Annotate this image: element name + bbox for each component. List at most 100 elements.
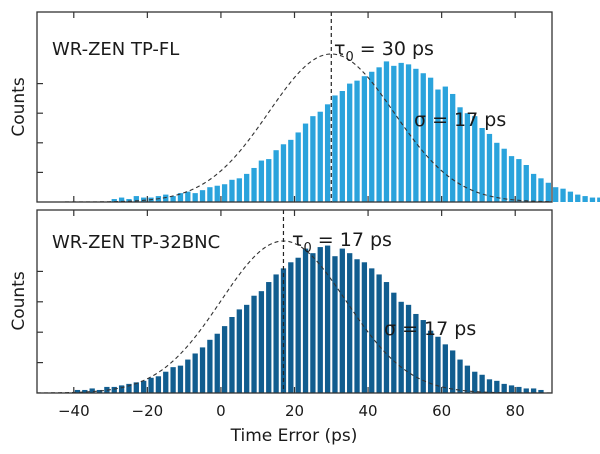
top-bar bbox=[567, 191, 574, 202]
bottom-bars bbox=[74, 245, 544, 393]
bot-bar bbox=[405, 304, 412, 393]
bot-bar bbox=[442, 344, 448, 393]
top-panel-title: WR-ZEN TP-FL bbox=[52, 39, 179, 60]
top-panel: WR-ZEN TP-FL τ0 = 30 ps σ = 17 ps Counts bbox=[9, 11, 600, 203]
bot-bar bbox=[464, 365, 471, 393]
bot-bar bbox=[89, 388, 95, 393]
top-bar bbox=[280, 144, 287, 202]
top-bar bbox=[126, 199, 132, 202]
top-y-axis-label: Counts bbox=[9, 77, 29, 136]
bot-bar bbox=[126, 383, 132, 393]
top-bar bbox=[185, 191, 191, 202]
top-bar bbox=[177, 193, 184, 202]
top-sigma-annotation: σ = 17 ps bbox=[414, 109, 506, 131]
bottom-y-axis-label: Counts bbox=[9, 271, 29, 330]
top-bar bbox=[192, 193, 198, 202]
bot-bar bbox=[494, 380, 500, 393]
bot-bar bbox=[82, 389, 88, 393]
bot-bar bbox=[398, 301, 404, 393]
bot-bar bbox=[354, 259, 360, 393]
top-bar bbox=[420, 73, 426, 203]
bot-bar bbox=[391, 292, 397, 393]
bot-bar bbox=[170, 367, 176, 393]
x-axis-label: Time Error (ps) bbox=[230, 426, 358, 446]
bot-bar bbox=[266, 282, 272, 393]
bot-bar bbox=[479, 374, 485, 393]
top-bar bbox=[575, 194, 581, 202]
top-bar bbox=[324, 104, 331, 202]
top-bar bbox=[347, 83, 353, 202]
bot-bar bbox=[273, 274, 279, 393]
bot-bar bbox=[118, 385, 125, 393]
top-bar bbox=[118, 197, 125, 202]
top-bar bbox=[251, 167, 257, 202]
bot-bar bbox=[295, 257, 301, 393]
bot-bar bbox=[369, 268, 375, 393]
top-bar bbox=[310, 116, 316, 202]
bot-bar bbox=[244, 304, 250, 393]
bot-bar bbox=[185, 359, 191, 393]
bot-bar bbox=[148, 377, 154, 393]
bot-bar bbox=[361, 262, 368, 393]
bot-bar bbox=[192, 353, 198, 393]
bot-bar bbox=[435, 336, 441, 393]
top-bar bbox=[442, 86, 448, 202]
top-bar bbox=[516, 159, 522, 202]
bot-bar bbox=[163, 371, 169, 393]
top-bar bbox=[376, 67, 382, 202]
x-tick-label: 20 bbox=[285, 402, 304, 420]
x-tick-labels: −40 −20 0 20 40 60 80 bbox=[58, 402, 525, 420]
bot-bar bbox=[177, 365, 184, 393]
bottom-sigma-annotation: σ = 17 ps bbox=[384, 318, 476, 340]
top-bar bbox=[560, 188, 566, 202]
top-bar bbox=[472, 116, 478, 202]
top-bar bbox=[369, 71, 375, 202]
top-bar bbox=[523, 165, 529, 202]
top-bar bbox=[229, 179, 235, 202]
bot-bar bbox=[486, 379, 493, 393]
bot-bar bbox=[258, 291, 265, 393]
bot-bar bbox=[251, 295, 257, 393]
bottom-panel: WR-ZEN TP-32BNC τ0 = 17 ps σ = 17 ps Cou… bbox=[9, 209, 553, 394]
top-bar bbox=[450, 93, 456, 202]
top-bar bbox=[494, 142, 500, 202]
bot-bar bbox=[96, 389, 103, 393]
top-x-ticks bbox=[73, 12, 516, 202]
bot-bar bbox=[229, 317, 235, 393]
bot-bar bbox=[376, 274, 382, 393]
top-bar bbox=[199, 190, 206, 202]
top-bar bbox=[508, 156, 515, 202]
top-bars bbox=[111, 61, 600, 203]
bot-bar bbox=[413, 313, 419, 393]
bot-bar bbox=[472, 371, 478, 393]
top-bar bbox=[479, 128, 485, 202]
top-tau-annotation: τ0 = 30 ps bbox=[334, 38, 434, 65]
top-bar bbox=[302, 123, 309, 202]
bot-bar bbox=[383, 282, 390, 393]
x-tick-label: 60 bbox=[432, 402, 451, 420]
bot-bar bbox=[523, 388, 529, 393]
bottom-tau-annotation: τ0 = 17 ps bbox=[292, 229, 392, 256]
bot-bar bbox=[111, 386, 117, 393]
bot-bar bbox=[221, 326, 228, 393]
bot-bar bbox=[133, 382, 139, 393]
top-bar bbox=[501, 148, 507, 202]
top-bar bbox=[236, 178, 242, 202]
top-bar bbox=[141, 197, 147, 202]
top-bar bbox=[266, 159, 272, 202]
bot-bar bbox=[302, 248, 309, 393]
top-bar bbox=[214, 185, 220, 202]
bot-bar bbox=[516, 386, 522, 393]
bot-bar bbox=[288, 262, 294, 393]
bot-bar bbox=[236, 309, 242, 393]
top-bar bbox=[111, 199, 117, 202]
bot-bar bbox=[155, 376, 162, 393]
bot-bar bbox=[457, 359, 463, 393]
top-bar bbox=[457, 107, 463, 202]
bottom-gaussian-fit bbox=[36, 240, 552, 394]
x-tick-label: 0 bbox=[216, 402, 226, 420]
bot-bar bbox=[317, 247, 323, 393]
bot-bar bbox=[347, 253, 353, 393]
top-bar bbox=[273, 150, 279, 202]
